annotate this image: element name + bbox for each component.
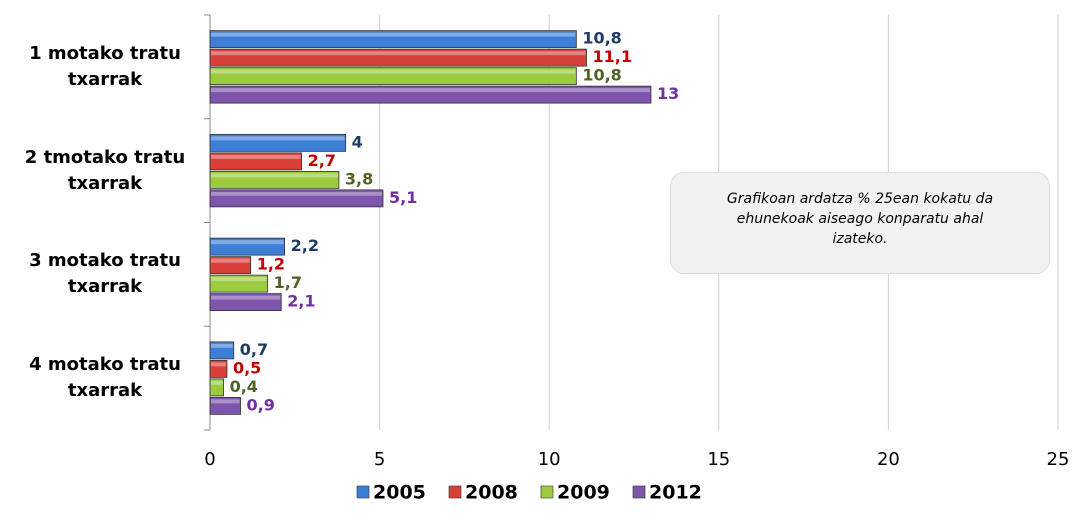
data-label: 0,4 [230,377,258,396]
bar-shine [211,191,382,196]
bar [209,133,347,152]
data-label: 1,2 [257,255,285,274]
y-tick-label: 1 motako tratu txarrak [29,42,181,90]
data-label: 11,1 [593,47,632,66]
bar [209,67,577,86]
bar-shine [211,51,586,56]
legend-swatch [632,485,646,499]
x-tick-label: 0 [204,449,215,470]
bar [209,170,340,189]
x-tick-label: 10 [538,449,561,470]
legend-label: 2008 [465,482,518,504]
y-tick-label: 3 motako tratu txarrak [29,250,181,298]
data-label: 10,8 [582,29,621,48]
bar [209,48,587,67]
bar-shine [211,258,250,263]
data-label: 10,8 [582,66,621,85]
bar [209,341,235,360]
y-tick-label: 2 tmotako tratu txarrak [24,146,186,194]
data-label: 5,1 [389,188,417,207]
data-label: 0,5 [233,358,261,377]
x-tick-label: 15 [707,449,730,470]
x-tick-label: 20 [877,449,900,470]
legend-swatch [448,485,462,499]
bar-shine [211,362,226,367]
data-label: 13 [657,84,679,103]
data-label: 3,8 [345,169,373,188]
bar-shine [211,32,576,37]
bar [209,85,652,104]
bar [209,30,577,49]
bar [209,189,384,208]
legend-label: 2005 [373,482,426,504]
data-label: 0,9 [247,395,275,414]
bar [209,237,286,256]
bar [209,256,252,275]
x-tick-label: 25 [1047,449,1070,470]
bar-shine [211,240,284,245]
legend-label: 2012 [649,482,702,504]
data-label: 4 [352,132,363,151]
bar [209,274,269,293]
bar-shine [211,173,338,178]
bar [209,378,224,397]
bar-shine [211,295,281,300]
data-label: 1,7 [274,273,302,292]
data-label: 0,7 [240,340,268,359]
bar [209,293,282,312]
x-tick-label: 5 [374,449,385,470]
data-label: 2,1 [287,292,315,311]
y-tick-label: 4 motako tratu txarrak [29,354,181,402]
legend-label: 2009 [557,482,610,504]
bar-shine [211,69,576,74]
legend-swatch [356,485,370,499]
bar-shine [211,380,223,385]
bar [209,359,228,378]
bar-shine [211,399,240,404]
bar-shine [211,154,301,159]
bar-shine [211,136,345,141]
bar [209,396,241,415]
data-label: 2,7 [308,151,336,170]
data-label: 2,2 [291,236,319,255]
annotation: Grafikoan ardatza % 25ean kokatu da ehun… [670,172,1050,274]
bar-shine [211,277,267,282]
bar-shine [211,343,233,348]
bar [209,152,302,171]
bar-shine [211,88,650,93]
legend-swatch [540,485,554,499]
